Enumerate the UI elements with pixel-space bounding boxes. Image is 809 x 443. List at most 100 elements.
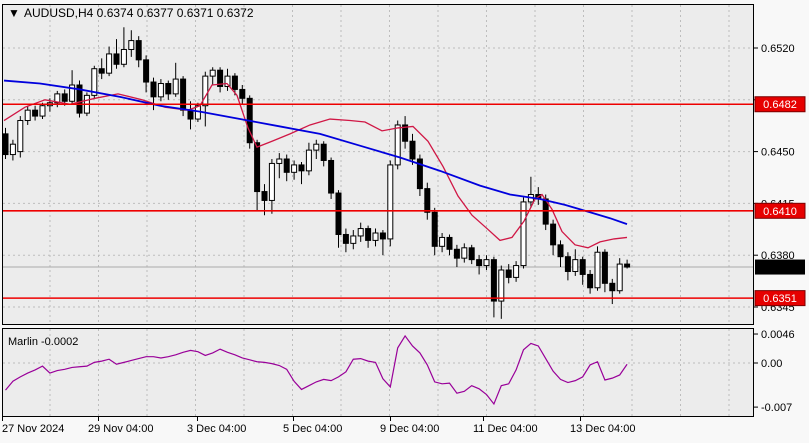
- time-tick-label: 5 Dec 04:00: [283, 423, 342, 435]
- time-scale[interactable]: 27 Nov 2024 29 Nov 04:00 3 Dec 04:00 5 Dec …: [2, 417, 635, 435]
- candle-bear: [2, 133, 9, 156]
- candle-bear: [424, 188, 431, 213]
- candle-bear: [32, 109, 39, 117]
- indicator-tick-label: -0.007: [761, 402, 792, 414]
- candles-layer: [2, 27, 631, 319]
- indicator-tick-label: 0.00: [761, 358, 782, 370]
- time-tick-label: 29 Nov 04:00: [88, 423, 153, 435]
- candle-bear: [587, 273, 594, 289]
- candle-bear: [298, 164, 305, 172]
- candle-bear: [342, 233, 349, 244]
- level-price-badge: [754, 96, 806, 113]
- level-badge-label: 0.6410: [763, 206, 797, 218]
- level-badge-label: 0.6351: [763, 293, 797, 305]
- candle-bear: [165, 83, 172, 95]
- grid-layer: [3, 5, 753, 416]
- candle-bear: [468, 247, 475, 261]
- level-price-badge: [754, 290, 806, 307]
- time-tick-label: 11 Dec 04:00: [473, 423, 538, 435]
- price-scale[interactable]: 0.65200.64850.64500.64150.63800.63450.64…: [754, 43, 806, 314]
- candle-bear: [416, 158, 423, 190]
- candle-bull: [268, 162, 275, 201]
- candle-bull: [594, 251, 601, 289]
- candle-bear: [261, 191, 268, 201]
- price-tick-label: 0.6380: [761, 250, 795, 262]
- current-price-badge-label: 0.6372: [763, 262, 797, 274]
- candle-bull: [305, 149, 312, 172]
- chart-title-ohlc: AUDUSD,H4 0.6374 0.6377 0.6371 0.6372: [24, 6, 254, 20]
- candle-bear: [231, 75, 238, 90]
- candle-bull: [483, 259, 490, 267]
- candle-bull: [291, 164, 298, 173]
- candle-bull: [172, 78, 179, 95]
- candle-bull: [350, 235, 357, 244]
- candle-bear: [135, 40, 142, 61]
- candle-bear: [320, 143, 327, 161]
- candle-bear: [113, 53, 120, 65]
- indicator-tick-label: 0.0046: [761, 329, 795, 341]
- candle-bear: [98, 68, 105, 74]
- candle-bear: [61, 93, 68, 102]
- candle-bear: [431, 211, 438, 247]
- candle-bear: [254, 142, 261, 193]
- candle-bear: [579, 259, 586, 275]
- candle-bear: [335, 192, 342, 235]
- candle-bull: [357, 228, 364, 237]
- level-badge-label: 0.6482: [763, 99, 797, 111]
- marlin-indicator-line: [5, 334, 628, 406]
- candle-bear: [446, 236, 453, 250]
- candle-bear: [402, 124, 409, 142]
- candle-bull: [120, 48, 127, 65]
- candle-bull: [106, 53, 113, 74]
- candle-bear: [143, 59, 150, 83]
- candle-bear: [609, 282, 616, 292]
- candle-bull: [513, 265, 520, 278]
- candle-bear: [550, 223, 557, 246]
- candle-bull: [224, 75, 231, 87]
- price-panel[interactable]: [2, 4, 754, 325]
- time-tick-label: 9 Dec 04:00: [380, 423, 439, 435]
- candle-bear: [180, 78, 187, 111]
- time-tick-label: 27 Nov 2024: [2, 423, 64, 435]
- ma-blue-line: [3, 79, 628, 225]
- candle-bull: [616, 263, 623, 292]
- candle-bull: [69, 84, 76, 102]
- candle-bear: [453, 248, 460, 259]
- candle-bull: [39, 105, 46, 117]
- candle-bull: [91, 68, 98, 96]
- candle-bear: [624, 263, 631, 268]
- candle-bull: [9, 143, 16, 156]
- candle-bear: [76, 84, 83, 114]
- candle-bear: [601, 251, 608, 284]
- candle-bear: [217, 69, 224, 87]
- candle-bear: [564, 256, 571, 272]
- candle-bear: [505, 269, 512, 278]
- indicator-scale[interactable]: 0.0046 0.00 -0.007: [754, 329, 795, 414]
- candle-bull: [276, 158, 283, 164]
- current-price-badge: [755, 259, 805, 275]
- symbol-dropdown-icon[interactable]: ▼: [8, 6, 20, 20]
- candle-bull: [202, 75, 209, 107]
- time-tick-label: 3 Dec 04:00: [187, 423, 246, 435]
- time-tick-label: 13 Dec 04:00: [570, 423, 635, 435]
- indicator-label: Marlin -0.0002: [8, 336, 78, 348]
- candle-bull: [128, 40, 135, 50]
- candle-bull: [520, 201, 527, 267]
- candle-bear: [557, 244, 564, 258]
- candle-bull: [209, 69, 216, 77]
- candle-bear: [283, 158, 290, 173]
- candle-bull: [461, 247, 468, 259]
- candle-bull: [394, 124, 401, 166]
- candle-bull: [439, 236, 446, 247]
- candle-bull: [387, 164, 394, 240]
- level-price-badge: [754, 202, 806, 219]
- candle-bear: [150, 81, 157, 98]
- chart-layers: 0.65200.64850.64500.64150.63800.63450.64…: [2, 5, 806, 435]
- indicator-panel[interactable]: [2, 328, 754, 417]
- candle-bull: [313, 143, 320, 151]
- candle-bull: [24, 109, 31, 122]
- candle-bear: [187, 109, 194, 120]
- candle-bear: [239, 88, 246, 99]
